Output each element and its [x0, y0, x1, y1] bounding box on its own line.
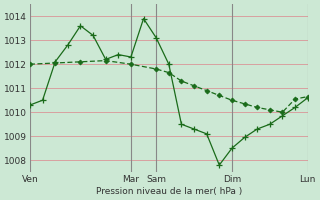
X-axis label: Pression niveau de la mer( hPa ): Pression niveau de la mer( hPa )	[96, 187, 242, 196]
